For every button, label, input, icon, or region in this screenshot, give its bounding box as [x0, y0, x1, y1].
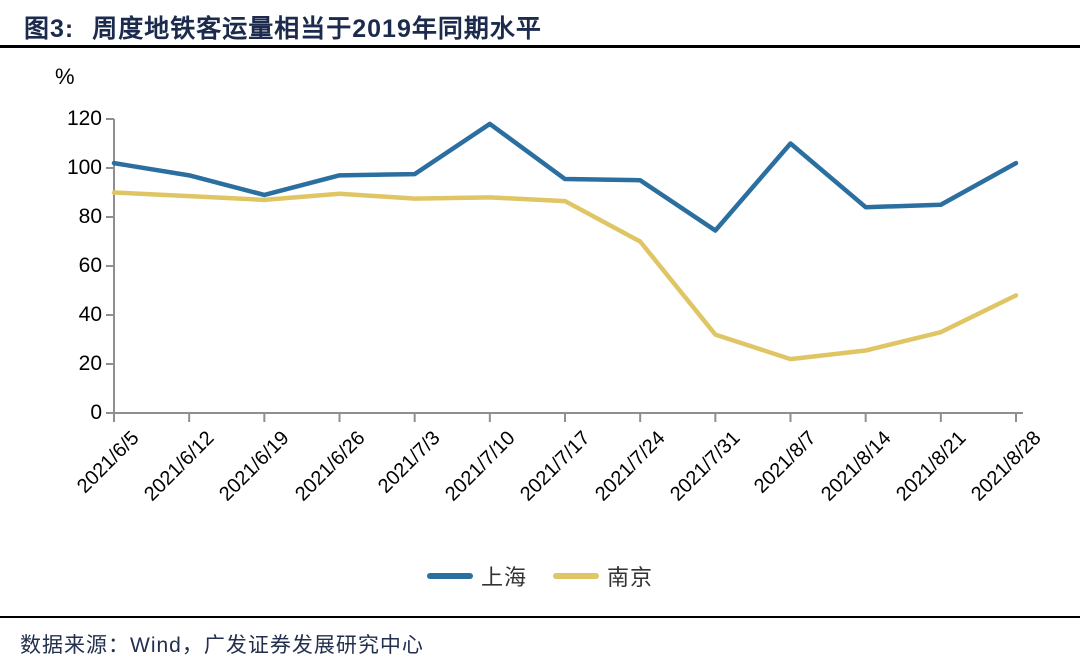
y-axis-label: 120 [66, 107, 102, 130]
source-note: 数据来源：Wind，广发证券发展研究中心 [20, 634, 424, 657]
y-axis-label: 20 [78, 352, 102, 375]
y-axis-label: 80 [78, 205, 102, 228]
legend: 上海 南京 [0, 560, 1080, 592]
source-divider [0, 616, 1080, 618]
series-line-上海 [111, 121, 1019, 233]
legend-swatch-nanjing [553, 573, 599, 579]
legend-label-shanghai: 上海 [480, 565, 527, 590]
legend-label-nanjing: 南京 [607, 565, 654, 590]
figure-title-row: 图3: 周度地铁客运量相当于2019年同期水平 [0, 0, 1080, 45]
y-axis-label: 60 [78, 254, 102, 277]
figure-title: 周度地铁客运量相当于2019年同期水平 [92, 15, 542, 43]
series-line-南京 [111, 190, 1019, 362]
y-axis-label: 100 [66, 156, 102, 179]
figure-header: 图3: 周度地铁客运量相当于2019年同期水平 [0, 0, 1080, 48]
y-axis-unit-label: % [55, 64, 75, 89]
legend-swatch-shanghai [426, 573, 473, 579]
figure-number: 图3: [24, 15, 75, 43]
y-axis-label: 0 [90, 401, 102, 424]
y-axis-label: 40 [78, 303, 102, 326]
title-rule [0, 45, 1080, 48]
legend-item-nanjing: 南京 [553, 560, 653, 592]
legend-item-shanghai: 上海 [426, 560, 527, 592]
